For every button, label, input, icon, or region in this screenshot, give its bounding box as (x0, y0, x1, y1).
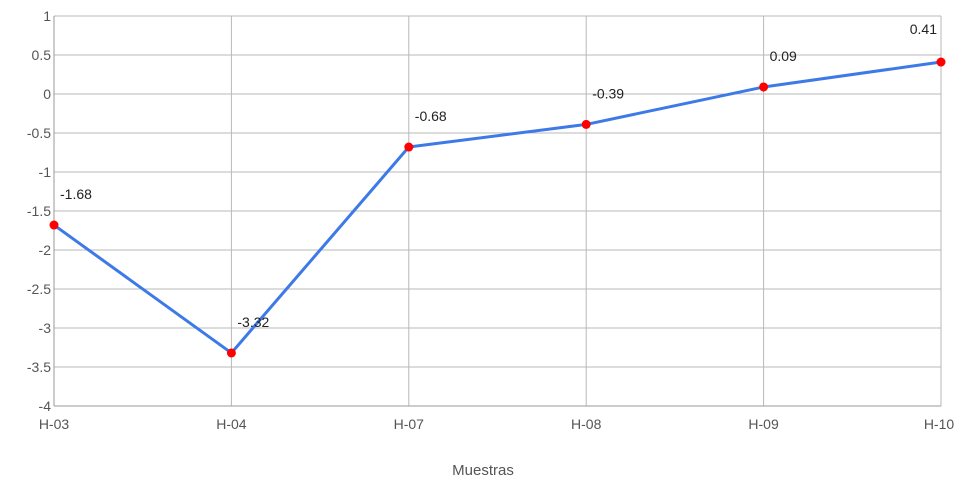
data-point (581, 119, 591, 129)
x-tick-label: H-04 (216, 416, 247, 432)
x-tick-label: H-07 (394, 416, 425, 432)
data-point (759, 82, 769, 92)
data-point (49, 220, 59, 230)
y-tick-label: 1 (43, 8, 51, 24)
x-tick-label: H-03 (39, 416, 70, 432)
data-label: -3.32 (237, 314, 269, 330)
data-label: -0.68 (415, 108, 447, 124)
grid (53, 15, 942, 407)
y-tick-label: -1 (39, 164, 52, 180)
y-tick-label: -0.5 (27, 125, 51, 141)
axes (53, 16, 941, 407)
data-point (936, 57, 946, 67)
x-axis-title: Muestras (452, 462, 514, 479)
x-tick-label: H-10 (924, 416, 955, 432)
data-labels: -1.68 -3.32 -0.68 -0.39 0.09 0.41 (60, 21, 937, 330)
data-label: 0.09 (770, 48, 797, 64)
data-point (404, 142, 414, 152)
series (52, 60, 943, 355)
y-tick-label: -4 (39, 398, 52, 414)
y-tick-label: -2.5 (27, 281, 51, 297)
y-tick-label: 0 (43, 86, 51, 102)
y-tick-label: -3 (39, 320, 52, 336)
data-label: -1.68 (60, 186, 92, 202)
data-label: 0.41 (910, 21, 937, 37)
series-line (52, 60, 943, 355)
y-tick-label: -2 (39, 242, 52, 258)
x-tick-label: H-09 (748, 416, 779, 432)
y-tick-label: -3.5 (27, 359, 51, 375)
data-label: -0.39 (592, 85, 624, 101)
data-points (49, 57, 946, 358)
x-axis-tick-labels: H-03 H-04 H-07 H-08 H-09 H-10 (39, 416, 955, 432)
x-tick-label: H-08 (571, 416, 602, 432)
data-point (226, 348, 236, 358)
y-axis-tick-labels: 1 0.5 0 -0.5 -1 -1.5 -2 -2.5 -3 -3.5 -4 (27, 8, 51, 414)
y-tick-label: -1.5 (27, 203, 51, 219)
y-tick-label: 0.5 (32, 47, 52, 63)
